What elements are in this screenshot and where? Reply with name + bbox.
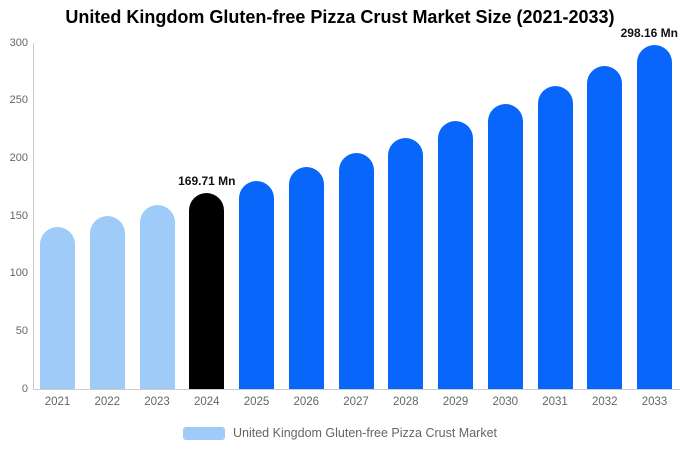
data-label-2024: 169.71 Mn (178, 174, 236, 189)
x-axis-line (33, 389, 680, 390)
y-tick-label-200: 200 (9, 151, 28, 164)
bar-2021[interactable] (40, 226, 75, 389)
bar-2022[interactable] (89, 216, 125, 389)
bar-2031[interactable] (537, 85, 573, 389)
legend-swatch-icon (183, 426, 225, 440)
y-axis-line (33, 43, 34, 389)
legend-label: United Kingdom Gluten-free Pizza Crust M… (233, 426, 497, 440)
x-tick-label-2027: 2027 (343, 396, 369, 408)
x-tick-label-2033: 2033 (641, 396, 668, 408)
bar-2023[interactable] (139, 205, 175, 389)
bar-2025[interactable] (239, 180, 274, 389)
y-tick-label-150: 150 (9, 209, 28, 222)
x-tick-label-2032: 2032 (591, 396, 618, 408)
x-tick-label-2028: 2028 (392, 396, 419, 408)
chart-title: United Kingdom Gluten-free Pizza Crust M… (65, 7, 615, 27)
legend-item[interactable]: United Kingdom Gluten-free Pizza Crust M… (0, 426, 680, 440)
y-tick-label-300: 300 (9, 36, 28, 49)
y-tick-label-50: 50 (15, 324, 28, 337)
x-axis-tick-labels: 2021 2022 2023 2024 2025 2026 2027 2028 2029 2030… (40, 396, 672, 408)
bar-2032[interactable] (587, 66, 623, 389)
y-tick-label-100: 100 (9, 267, 28, 280)
x-tick-label-2024: 2024 (193, 396, 220, 408)
x-tick-label-2029: 2029 (442, 396, 469, 408)
bar-series (40, 43, 672, 389)
x-tick-label-2022: 2022 (94, 396, 121, 408)
x-tick-label-2030: 2030 (492, 396, 519, 408)
x-tick-label-2021: 2021 (44, 396, 71, 408)
x-tick-label-2031: 2031 (542, 396, 568, 408)
bar-2030[interactable] (487, 104, 523, 389)
x-tick-label-2026: 2026 (293, 396, 320, 408)
bar-2027[interactable] (338, 152, 374, 389)
y-tick-label-250: 250 (9, 94, 28, 107)
data-label-2033: 298.16 Mn (620, 26, 678, 41)
x-tick-label-2023: 2023 (144, 396, 170, 408)
bar-2024[interactable] (189, 193, 225, 389)
y-tick-label-0: 0 (21, 382, 28, 395)
bar-2029[interactable] (438, 121, 473, 389)
bar-2033[interactable] (637, 45, 672, 389)
x-tick-label-2025: 2025 (243, 396, 270, 408)
bar-2026[interactable] (288, 167, 324, 389)
bar-2028[interactable] (388, 137, 424, 389)
